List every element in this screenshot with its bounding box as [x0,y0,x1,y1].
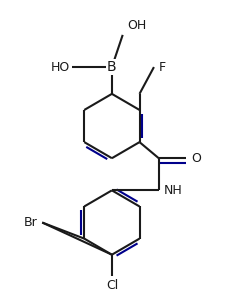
Text: O: O [191,152,201,165]
Text: NH: NH [164,184,182,197]
Text: Br: Br [24,216,37,229]
Text: Cl: Cl [106,279,118,292]
Text: HO: HO [51,61,70,74]
Text: F: F [159,61,166,74]
Text: B: B [107,60,117,74]
Text: OH: OH [128,19,147,32]
